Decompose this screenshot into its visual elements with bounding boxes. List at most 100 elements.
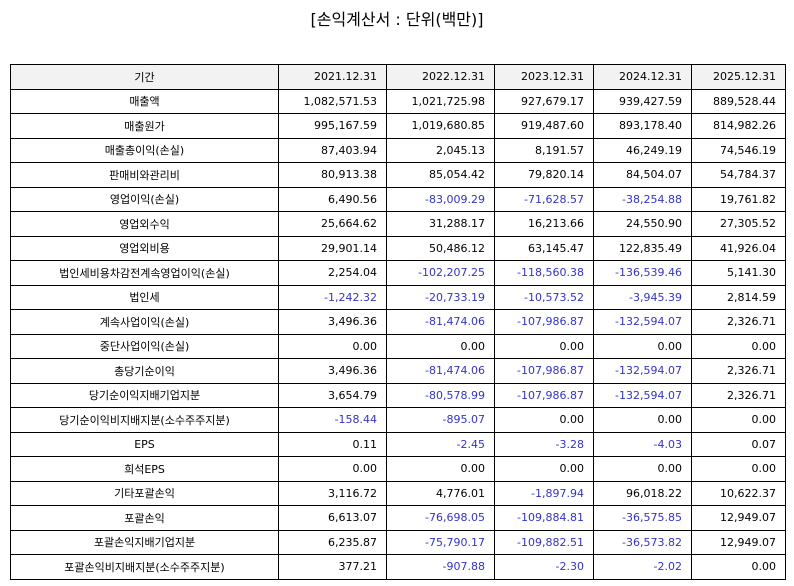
value-cell: -36,575.85 — [593, 505, 692, 531]
value-cell: 3,116.72 — [278, 480, 387, 506]
table-row: 기타포괄손익 3,116.72 4,776.01 -1,897.94 96,018.22… — [10, 480, 786, 506]
value-cell: 8,191.57 — [494, 137, 594, 163]
table-row: 포괄손익 6,613.07 -76,698.05 -109,884.81 -36,575… — [10, 505, 786, 531]
table-body: 매출액 1,082,571.53 1,021,725.98 927,679.17 939… — [10, 88, 786, 580]
value-cell: -81,474.06 — [386, 358, 495, 384]
value-cell: 25,664.62 — [278, 211, 387, 237]
value-cell: 3,496.36 — [278, 358, 387, 384]
table-row: 총당기순이익 3,496.36 -81,474.06 -107,986.87 -132,… — [10, 358, 786, 384]
table-row: 법인세 -1,242.32 -20,733.19 -10,573.52 -3,945.3… — [10, 284, 786, 310]
row-label: 총당기순이익 — [10, 358, 279, 384]
value-cell: 24,550.90 — [593, 211, 692, 237]
value-cell: -3,945.39 — [593, 284, 692, 310]
value-cell: 0.00 — [691, 333, 786, 359]
value-cell: 6,235.87 — [278, 529, 387, 555]
value-cell: -132,594.07 — [593, 358, 692, 384]
column-header: 2025.12.31 — [691, 64, 786, 90]
value-cell: 995,167.59 — [278, 113, 387, 139]
value-cell: 12,949.07 — [691, 529, 786, 555]
value-cell: -109,882.51 — [494, 529, 594, 555]
value-cell: 0.00 — [278, 333, 387, 359]
value-cell: 2,326.71 — [691, 358, 786, 384]
column-header: 2022.12.31 — [386, 64, 495, 90]
value-cell: -2.02 — [593, 554, 692, 580]
value-cell: -136,539.46 — [593, 260, 692, 286]
table-row: 법인세비용차감전계속영업이익(손실) 2,254.04 -102,207.25 -11… — [10, 260, 786, 286]
value-cell: -1,897.94 — [494, 480, 594, 506]
row-label: 매출원가 — [10, 113, 279, 139]
value-cell: 16,213.66 — [494, 211, 594, 237]
value-cell: 889,528.44 — [691, 88, 786, 114]
column-header: 기간 — [10, 64, 279, 90]
row-label: 중단사업이익(손실) — [10, 333, 279, 359]
value-cell: -132,594.07 — [593, 309, 692, 335]
value-cell: 919,487.60 — [494, 113, 594, 139]
table-row: 포괄손익비지배지분(소수주주지분) 377.21 -907.88 -2.30 -2.02… — [10, 554, 786, 580]
table-row: 당기순이익비지배지분(소수주주지분) -158.44 -895.07 0.00 0.00… — [10, 407, 786, 433]
value-cell: 0.07 — [691, 431, 786, 457]
table-row: 포괄손익지배기업지분 6,235.87 -75,790.17 -109,882.51-… — [10, 529, 786, 555]
column-header: 2021.12.31 — [278, 64, 387, 90]
value-cell: -2.45 — [386, 431, 495, 457]
value-cell: -80,578.99 — [386, 382, 495, 408]
title: [손익계산서 : 단위(백만)] — [310, 10, 484, 29]
value-cell: -907.88 — [386, 554, 495, 580]
row-label: 포괄손익비지배지분(소수주주지분) — [10, 554, 279, 580]
value-cell: -38,254.88 — [593, 186, 692, 212]
value-cell: -102,207.25 — [386, 260, 495, 286]
value-cell: 6,490.56 — [278, 186, 387, 212]
value-cell: 0.00 — [691, 554, 786, 580]
value-cell: 1,082,571.53 — [278, 88, 387, 114]
row-label: 당기순이익비지배지분(소수주주지분) — [10, 407, 279, 433]
table-row: 희석EPS 0.00 0.00 0.00 0.00 0.00 — [10, 456, 786, 482]
value-cell: 377.21 — [278, 554, 387, 580]
value-cell: 63,145.47 — [494, 235, 594, 261]
value-cell: 814,982.26 — [691, 113, 786, 139]
row-label: 영업외수익 — [10, 211, 279, 237]
value-cell: 0.00 — [386, 333, 495, 359]
value-cell: 0.00 — [593, 456, 692, 482]
value-cell: -36,573.82 — [593, 529, 692, 555]
table-row: EPS 0.11 -2.45 -3.28 -4.03 0.07 — [10, 431, 786, 457]
value-cell: 29,901.14 — [278, 235, 387, 261]
value-cell: 0.00 — [691, 407, 786, 433]
table-row: 매출총이익(손실) 87,403.94 2,045.13 8,191.57 46,249… — [10, 137, 786, 163]
value-cell: 10,622.37 — [691, 480, 786, 506]
value-cell: -4.03 — [593, 431, 692, 457]
value-cell: -158.44 — [278, 407, 387, 433]
row-label: 당기순이익지배기업지분 — [10, 382, 279, 408]
column-header: 2024.12.31 — [593, 64, 692, 90]
value-cell: 31,288.17 — [386, 211, 495, 237]
table-row: 당기순이익지배기업지분 3,654.79 -80,578.99 -107,986.87… — [10, 382, 786, 408]
row-label: 기타포괄손익 — [10, 480, 279, 506]
value-cell: 939,427.59 — [593, 88, 692, 114]
value-cell: 3,654.79 — [278, 382, 387, 408]
value-cell: 50,486.12 — [386, 235, 495, 261]
value-cell: -2.30 — [494, 554, 594, 580]
value-cell: 84,504.07 — [593, 162, 692, 188]
value-cell: 96,018.22 — [593, 480, 692, 506]
row-label: 계속사업이익(손실) — [10, 309, 279, 335]
value-cell: -118,560.38 — [494, 260, 594, 286]
value-cell: 893,178.40 — [593, 113, 692, 139]
value-cell: -10,573.52 — [494, 284, 594, 310]
value-cell: 0.00 — [494, 333, 594, 359]
value-cell: -895.07 — [386, 407, 495, 433]
row-label: 희석EPS — [10, 456, 279, 482]
table-row: 영업이익(손실) 6,490.56 -83,009.29 -71,628.57 -38,… — [10, 186, 786, 212]
row-label: 법인세 — [10, 284, 279, 310]
table-row: 판매비와관리비 80,913.38 85,054.42 79,820.14 84,504… — [10, 162, 786, 188]
value-cell: -71,628.57 — [494, 186, 594, 212]
value-cell: -3.28 — [494, 431, 594, 457]
value-cell: -107,986.87 — [494, 358, 594, 384]
value-cell: -107,986.87 — [494, 309, 594, 335]
table-row: 계속사업이익(손실) 3,496.36 -81,474.06 -107,986.87-… — [10, 309, 786, 335]
value-cell: 12,949.07 — [691, 505, 786, 531]
row-label: 포괄손익지배기업지분 — [10, 529, 279, 555]
row-label: 법인세비용차감전계속영업이익(손실) — [10, 260, 279, 286]
value-cell: -1,242.32 — [278, 284, 387, 310]
value-cell: 46,249.19 — [593, 137, 692, 163]
table-row: 매출액 1,082,571.53 1,021,725.98 927,679.17 939… — [10, 88, 786, 114]
value-cell: 79,820.14 — [494, 162, 594, 188]
